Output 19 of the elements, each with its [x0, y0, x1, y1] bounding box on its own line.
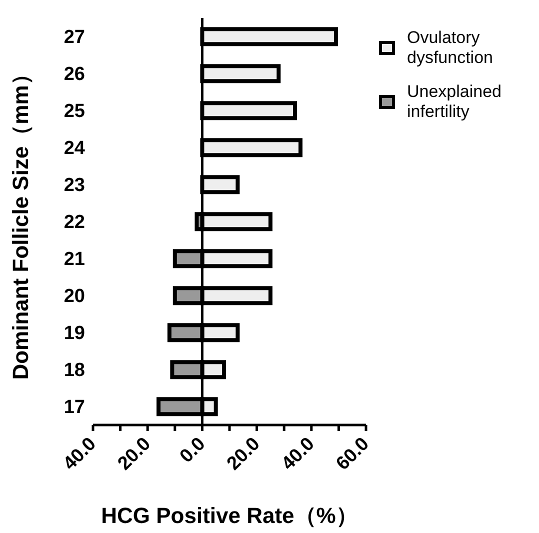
y-tick-label: 18 [64, 360, 85, 382]
x-tick-label: 40.0 [278, 434, 319, 475]
y-axis-title: Dominant Follicle Size（mm） [8, 63, 33, 380]
x-tick-label: 40.0 [59, 434, 100, 475]
y-tick-label: 26 [64, 64, 85, 86]
x-tick-label: 60.0 [332, 434, 374, 475]
y-tick-label: 22 [64, 212, 85, 234]
y-tick-label: 27 [64, 27, 85, 48]
y-tick-label: 23 [64, 175, 85, 196]
legend-label: Unexplained infertility [407, 82, 503, 122]
x-tick-label: 0.0 [176, 434, 210, 468]
legend-label: Ovulatory dysfunction [407, 28, 494, 68]
y-tick-label: 17 [64, 397, 85, 418]
y-tick-label: 24 [64, 138, 86, 160]
y-tick-label: 19 [64, 323, 85, 344]
y-tick-label: 25 [64, 101, 86, 122]
y-tick-label: 21 [64, 249, 86, 270]
x-axis-title: HCG Positive Rate（%） [101, 503, 358, 528]
y-tick-label: 20 [64, 286, 85, 308]
